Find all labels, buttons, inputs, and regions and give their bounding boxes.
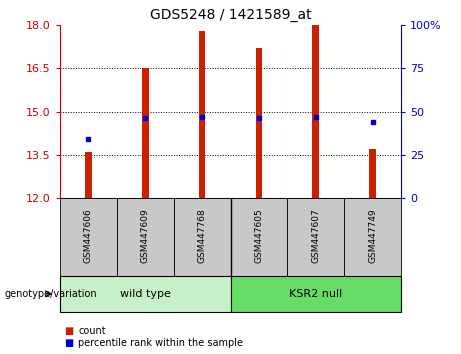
Text: ■: ■ [65,326,74,336]
Bar [369,149,376,198]
Text: GSM447606: GSM447606 [84,208,93,263]
Bar [344,198,401,276]
Text: GSM447605: GSM447605 [254,208,263,263]
Bar [287,198,344,276]
Text: wild type: wild type [120,289,171,299]
Bar [117,198,174,276]
Text: GSM447607: GSM447607 [311,208,320,263]
Bar [174,198,230,276]
Bar [230,198,287,276]
Bar [255,48,262,198]
Text: GSM447609: GSM447609 [141,208,150,263]
Text: ■: ■ [65,338,74,348]
Bar [230,276,401,312]
Bar [60,198,117,276]
Text: KSR2 null: KSR2 null [289,289,343,299]
Text: GSM447768: GSM447768 [198,208,207,263]
Bar [85,152,92,198]
Text: genotype/variation: genotype/variation [5,289,97,299]
Text: count: count [78,326,106,336]
Bar [142,68,148,198]
Text: percentile rank within the sample: percentile rank within the sample [78,338,243,348]
Bar [313,25,319,198]
Bar [60,276,230,312]
Bar [199,30,206,198]
Text: GSM447749: GSM447749 [368,208,377,263]
Title: GDS5248 / 1421589_at: GDS5248 / 1421589_at [150,8,311,22]
